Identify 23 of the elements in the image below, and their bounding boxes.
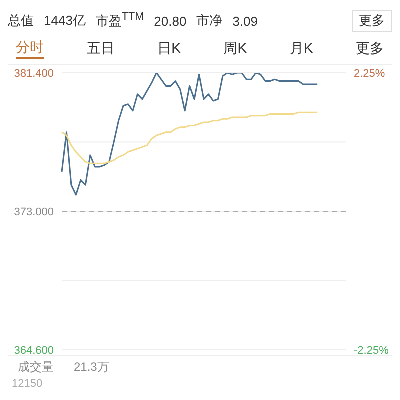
- text: 周K: [224, 40, 248, 58]
- text: 成交量: [18, 358, 54, 376]
- y2-tick-label: -2.25%: [354, 345, 390, 357]
- text: 总值: [8, 12, 34, 30]
- text: 3.09: [232, 14, 258, 28]
- line-series: [61, 112, 318, 164]
- line-series: [61, 73, 318, 196]
- text: 日K: [158, 40, 181, 58]
- text: 市盈$^{TTM}$: [96, 11, 144, 31]
- y2-tick-label: 2.25%: [354, 68, 386, 80]
- text: 五日: [86, 40, 115, 58]
- y-tick-label: 373.000: [14, 206, 54, 218]
- text: 更多: [356, 40, 384, 58]
- text: 月K: [290, 40, 314, 58]
- text: 市净: [196, 12, 223, 30]
- text: 12150: [12, 378, 43, 390]
- text: 20.80: [154, 14, 187, 28]
- y-tick-label: 364.600: [14, 345, 54, 357]
- text: 21.3万: [74, 358, 110, 376]
- text: 1443亿: [44, 12, 86, 30]
- y-tick-label: 381.400: [14, 68, 54, 80]
- text: 分时: [16, 39, 44, 59]
- text: 更多: [352, 10, 392, 32]
